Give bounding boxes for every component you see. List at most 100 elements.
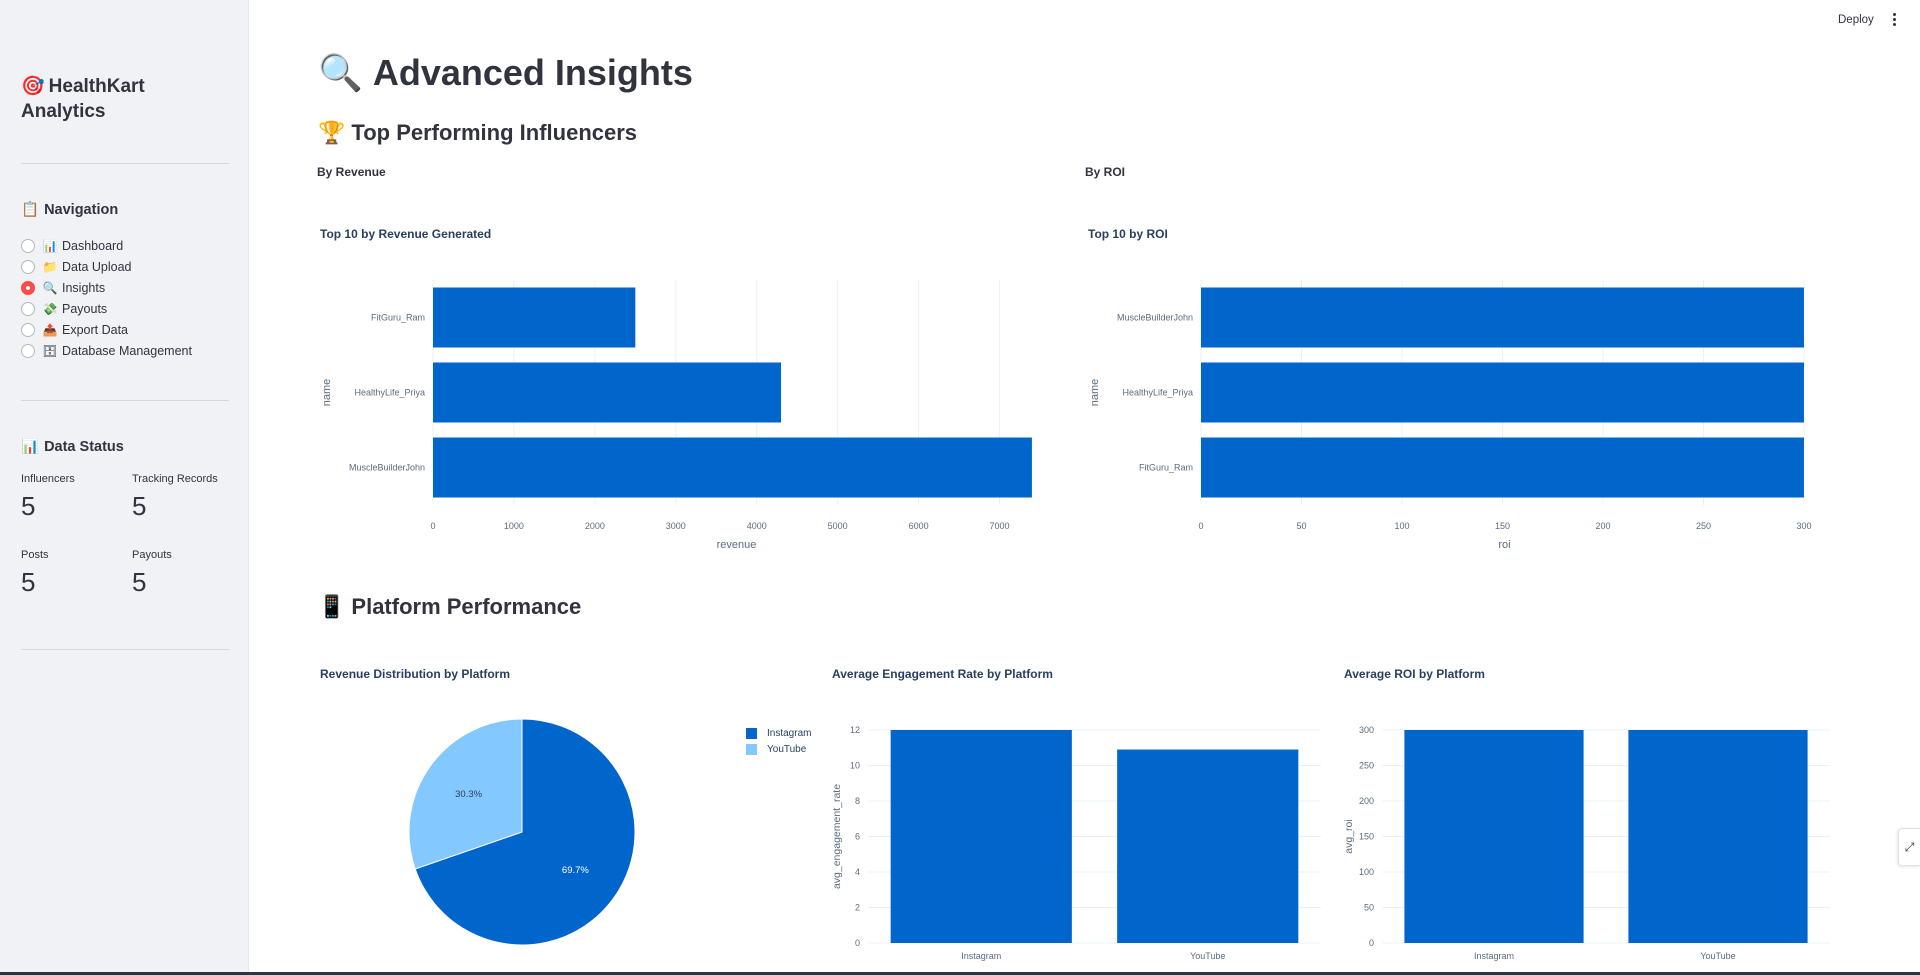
y-tick-label: MuscleBuilderJohn <box>1117 313 1193 323</box>
legend-item-youtube[interactable]: YouTube <box>746 741 811 757</box>
nav-item-insights[interactable]: 🔍 Insights <box>21 277 192 298</box>
bar <box>1628 730 1808 943</box>
y-axis-title: name <box>321 379 333 407</box>
sidebar-divider <box>21 649 229 650</box>
x-tick-label: 0 <box>430 521 435 531</box>
metric-value: 5 <box>21 567 36 597</box>
sidebar-divider <box>21 400 229 401</box>
nav-item-label: Payouts <box>62 301 108 316</box>
platform-revenue-pie-chart: 69.7% 30.3% <box>408 718 636 946</box>
navigation-radio-group: 📊 Dashboard 📁 Data Upload 🔍 Insights 💸 Payou… <box>21 235 192 361</box>
metric-value: 5 <box>132 491 147 521</box>
y-tick-label: HealthyLife_Priya <box>1122 388 1193 398</box>
chart-title: Revenue Distribution by Platform <box>320 667 511 681</box>
data-status-heading-text: Data Status <box>44 438 124 455</box>
trophy-icon: 🏆 <box>318 120 346 145</box>
nav-item-dashboard[interactable]: 📊 Dashboard <box>21 235 192 256</box>
x-tick-label: 2000 <box>585 521 605 531</box>
deploy-button[interactable]: Deploy <box>1838 14 1874 26</box>
radio-data-upload[interactable] <box>21 259 35 274</box>
metric-label: Posts <box>21 549 49 561</box>
chart-title: Average Engagement Rate by Platform <box>832 667 1053 681</box>
metric-value: 5 <box>132 567 147 597</box>
y-axis-title: avg_roi <box>1343 819 1355 853</box>
y-tick-label: 4 <box>855 867 860 877</box>
x-tick-label: 200 <box>1595 521 1610 531</box>
bar <box>433 362 782 423</box>
bar <box>890 730 1072 943</box>
sidebar: 🎯 HealthKart Analytics 📋 Navigation 📊 Dash… <box>0 0 249 975</box>
cabinet-icon: 🗄 <box>42 343 58 358</box>
radio-export-data[interactable] <box>21 322 35 337</box>
x-tick-label: 4000 <box>747 521 767 531</box>
x-tick-label: 250 <box>1696 521 1711 531</box>
bar-chart-icon: 📊 <box>21 439 40 455</box>
app-title-text: HealthKart Analytics <box>21 76 145 122</box>
metric-label: Tracking Records <box>132 473 218 485</box>
y-tick-label: 50 <box>1364 903 1374 913</box>
engagement-bar-chart: 0 2 4 6 8 10 12 Instagram YouTube avg_engagement_… <box>831 725 1321 961</box>
x-tick-label: 300 <box>1796 521 1811 531</box>
x-tick-label: Instagram <box>1474 951 1514 961</box>
x-tick-label: 5000 <box>828 521 848 531</box>
y-tick-label: 100 <box>1359 867 1374 877</box>
legend-label: Instagram <box>767 727 812 739</box>
y-tick-label: 2 <box>855 903 860 913</box>
main-menu-icon[interactable] <box>1890 12 1898 28</box>
revenue-bar-chart: 0 1000 2000 3000 4000 5000 6000 7000 FitGuru_Ram… <box>321 280 1032 550</box>
y-tick-label: 6 <box>855 832 860 842</box>
x-axis-title: revenue <box>717 539 757 550</box>
radio-payouts[interactable] <box>21 301 35 316</box>
x-tick-label: 1000 <box>504 521 524 531</box>
nav-item-label: Data Upload <box>62 259 132 274</box>
nav-item-payouts[interactable]: 💸 Payouts <box>21 298 192 319</box>
x-tick-label: 0 <box>1198 521 1203 531</box>
y-tick-label: 8 <box>855 796 860 806</box>
metric-posts: Posts 5 <box>21 549 49 598</box>
pie-slice-label: 69.7% <box>562 865 589 876</box>
bar <box>1201 287 1804 348</box>
roi-bar-chart: 0 50 100 150 200 250 300 MuscleBuilderJohn Healt… <box>1089 280 1811 550</box>
x-tick-label: 7000 <box>990 521 1010 531</box>
pie-slice <box>414 718 636 946</box>
platform-performance-heading: 📱 Platform Performance <box>318 594 581 620</box>
y-tick-label: 150 <box>1359 832 1374 842</box>
nav-item-label: Export Data <box>62 322 129 337</box>
x-tick-label: 3000 <box>666 521 686 531</box>
radio-dashboard[interactable] <box>21 238 35 253</box>
money-icon: 💸 <box>42 301 58 316</box>
legend-item-instagram[interactable]: Instagram <box>746 725 811 741</box>
chart-title: Average ROI by Platform <box>1344 667 1485 681</box>
x-tick-label: 6000 <box>909 521 929 531</box>
radio-database-management[interactable] <box>21 343 35 358</box>
navigation-heading: 📋 Navigation <box>21 201 118 219</box>
nav-item-label: Database Management <box>62 343 192 358</box>
avg-roi-bar-chart: 0 50 100 150 200 250 300 Instagram YouTube avg_ro… <box>1343 725 1830 961</box>
nav-item-export-data[interactable]: 📤 Export Data <box>21 319 192 340</box>
y-tick-label: HealthyLife_Priya <box>354 388 425 398</box>
chart-title: Top 10 by ROI <box>1088 227 1168 241</box>
nav-item-label: Insights <box>62 280 106 295</box>
pie-legend: Instagram YouTube <box>746 725 811 757</box>
radio-insights[interactable] <box>21 280 35 295</box>
y-axis-title: avg_engagement_rate <box>831 784 843 889</box>
nav-item-data-upload[interactable]: 📁 Data Upload <box>21 256 192 277</box>
y-tick-label: FitGuru_Ram <box>371 313 425 323</box>
y-tick-label: MuscleBuilderJohn <box>349 463 425 473</box>
outbox-icon: 📤 <box>42 322 58 337</box>
nav-item-database-management[interactable]: 🗄 Database Management <box>21 340 192 361</box>
x-axis-title: roi <box>1498 539 1510 550</box>
collapse-toggle-icon[interactable]: ⤢ <box>1898 828 1920 866</box>
legend-swatch <box>746 727 757 739</box>
bottom-edge <box>0 972 1920 975</box>
y-tick-label: 0 <box>1369 938 1374 948</box>
x-tick-label: YouTube <box>1190 951 1225 961</box>
metric-influencers: Influencers 5 <box>21 473 75 522</box>
legend-label: YouTube <box>767 743 807 755</box>
x-tick-label: 150 <box>1495 521 1510 531</box>
metric-payouts: Payouts 5 <box>132 549 172 598</box>
y-tick-label: FitGuru_Ram <box>1139 463 1193 473</box>
platform-performance-heading-text: Platform Performance <box>351 594 582 619</box>
nav-item-label: Dashboard <box>62 238 124 253</box>
